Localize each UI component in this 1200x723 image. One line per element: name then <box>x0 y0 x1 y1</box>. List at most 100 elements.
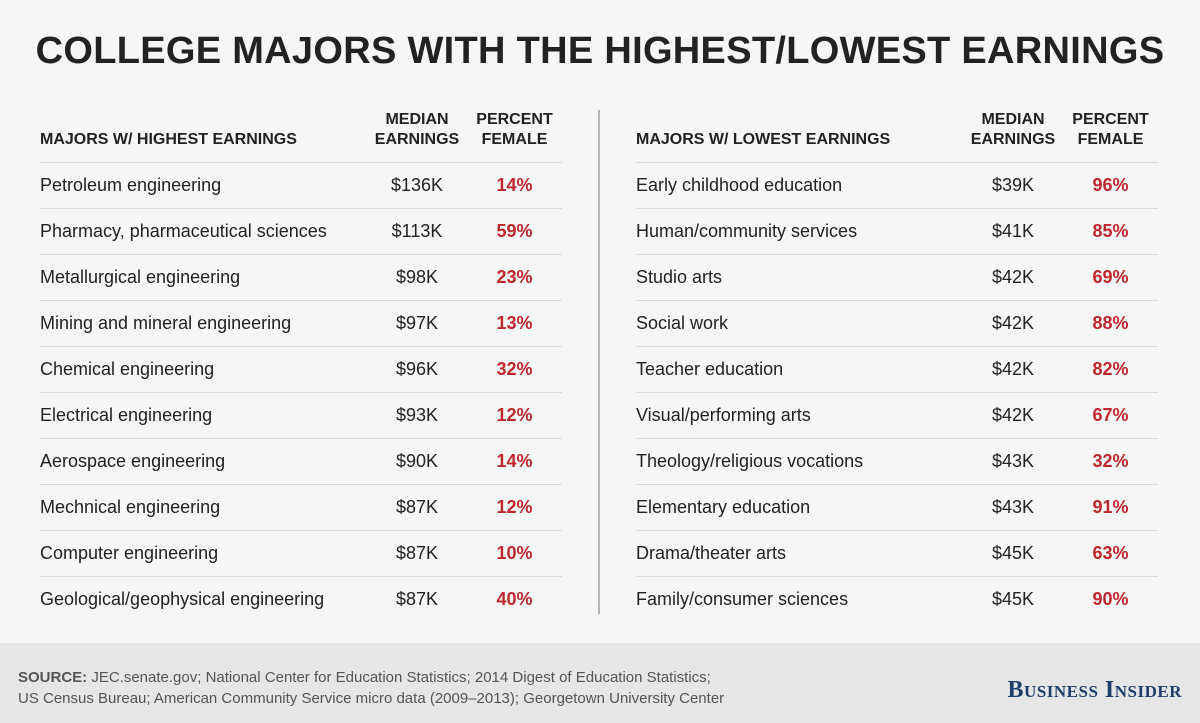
major-cell: Social work <box>636 300 963 347</box>
source-line-2: US Census Bureau; American Community Ser… <box>18 690 725 707</box>
percent-female-cell: 90% <box>1092 588 1129 609</box>
highest-earnings-rows: Petroleum engineering $136K 14% Pharmacy, p… <box>40 162 562 622</box>
earnings-cell: $87K <box>395 588 439 609</box>
percent-female-cell: 91% <box>1063 484 1158 531</box>
column-divider <box>598 110 600 614</box>
lowest-earnings-table: MAJORS W/ LOWEST EARNINGS MEDIAN EARNING… <box>636 108 1158 622</box>
major-cell: Elementary education <box>636 484 963 531</box>
major-cell: Teacher education <box>636 346 963 393</box>
column-header-percent-female: PERCENT FEMALE <box>1063 108 1158 163</box>
percent-female-cell: 67% <box>1063 392 1158 439</box>
column-header-earnings-line1: MEDIAN <box>385 110 449 128</box>
table-row: Family/consumer sciences $45K 90% <box>636 576 1158 622</box>
earnings-cell: $113K <box>367 208 467 255</box>
percent-female-cell: 23% <box>467 254 562 301</box>
major-cell: Visual/performing arts <box>636 392 963 439</box>
table-row: Pharmacy, pharmaceutical sciences $113K 59… <box>40 208 562 255</box>
percent-female-cell: 14% <box>467 162 562 209</box>
earnings-cell: $42K <box>963 346 1063 393</box>
major-cell: Family/consumer sciences <box>636 588 849 609</box>
table-row: Mechnical engineering $87K 12% <box>40 484 562 531</box>
earnings-cell: $90K <box>367 438 467 485</box>
major-cell: Electrical engineering <box>40 392 367 439</box>
business-insider-logo: Business Insider <box>1007 677 1182 703</box>
earnings-cell: $45K <box>991 588 1035 609</box>
column-header-percent-line2: FEMALE <box>1077 130 1144 148</box>
earnings-cell: $45K <box>963 530 1063 577</box>
table-row: Electrical engineering $93K 12% <box>40 392 562 439</box>
major-cell: Mining and mineral engineering <box>40 300 367 347</box>
table-row: Aerospace engineering $90K 14% <box>40 438 562 485</box>
page-title: COLLEGE MAJORS WITH THE HIGHEST/LOWEST E… <box>35 30 1165 72</box>
major-cell: Aerospace engineering <box>40 438 367 485</box>
table-row: Human/community services $41K 85% <box>636 208 1158 255</box>
earnings-cell: $43K <box>963 484 1063 531</box>
earnings-cell: $42K <box>963 300 1063 347</box>
table-row: Geological/geophysical engineering $87K 40… <box>40 576 562 622</box>
earnings-cell: $41K <box>963 208 1063 255</box>
table-row: Computer engineering $87K 10% <box>40 530 562 577</box>
column-header-percent-line1: PERCENT <box>1072 110 1149 128</box>
major-cell: Human/community services <box>636 208 963 255</box>
percent-female-cell: 88% <box>1063 300 1158 347</box>
table-row: Mining and mineral engineering $97K 13% <box>40 300 562 347</box>
column-header-earnings: MEDIAN EARNINGS <box>367 108 467 163</box>
column-header-earnings-line1: MEDIAN <box>981 110 1045 128</box>
percent-female-cell: 63% <box>1063 530 1158 577</box>
source-note: SOURCE: JEC.senate.gov; National Center … <box>18 667 724 709</box>
earnings-cell: $42K <box>963 254 1063 301</box>
source-line-1: JEC.senate.gov; National Center for Educ… <box>87 669 711 686</box>
percent-female-cell: 32% <box>1063 438 1158 485</box>
table-row: Visual/performing arts $42K 67% <box>636 392 1158 439</box>
major-cell: Theology/religious vocations <box>636 438 963 485</box>
percent-female-cell: 12% <box>467 484 562 531</box>
table-row: Studio arts $42K 69% <box>636 254 1158 301</box>
major-cell: Computer engineering <box>40 530 367 577</box>
earnings-cell: $87K <box>367 484 467 531</box>
table-row: Teacher education $42K 82% <box>636 346 1158 393</box>
lowest-earnings-rows: Early childhood education $39K 96% Human/co… <box>636 162 1158 622</box>
percent-female-cell: 10% <box>467 530 562 577</box>
table-row: Drama/theater arts $45K 63% <box>636 530 1158 577</box>
major-cell: Geological/geophysical engineering <box>40 588 325 609</box>
table-row: Theology/religious vocations $43K 32% <box>636 438 1158 485</box>
percent-female-cell: 96% <box>1063 162 1158 209</box>
major-cell: Chemical engineering <box>40 346 367 393</box>
highest-earnings-table: MAJORS W/ HIGHEST EARNINGS MEDIAN EARNIN… <box>40 108 562 622</box>
percent-female-cell: 13% <box>467 300 562 347</box>
column-header-major: MAJORS W/ HIGHEST EARNINGS <box>40 108 367 163</box>
major-cell: Studio arts <box>636 254 963 301</box>
percent-female-cell: 40% <box>496 588 533 609</box>
percent-female-cell: 85% <box>1063 208 1158 255</box>
table-row: Social work $42K 88% <box>636 300 1158 347</box>
earnings-cell: $96K <box>367 346 467 393</box>
percent-female-cell: 12% <box>467 392 562 439</box>
table-row: Early childhood education $39K 96% <box>636 162 1158 209</box>
table-row: Metallurgical engineering $98K 23% <box>40 254 562 301</box>
percent-female-cell: 32% <box>467 346 562 393</box>
major-cell: Metallurgical engineering <box>40 254 367 301</box>
table-row: Chemical engineering $96K 32% <box>40 346 562 393</box>
column-header-percent-female: PERCENT FEMALE <box>467 108 562 163</box>
earnings-cell: $98K <box>367 254 467 301</box>
percent-female-cell: 69% <box>1063 254 1158 301</box>
column-header-earnings: MEDIAN EARNINGS <box>963 108 1063 163</box>
column-header-earnings-line2: EARNINGS <box>374 130 460 148</box>
table-row: Elementary education $43K 91% <box>636 484 1158 531</box>
earnings-cell: $93K <box>367 392 467 439</box>
percent-female-cell: 82% <box>1063 346 1158 393</box>
earnings-cell: $42K <box>963 392 1063 439</box>
earnings-cell: $136K <box>367 162 467 209</box>
major-cell: Mechnical engineering <box>40 484 367 531</box>
footer: SOURCE: JEC.senate.gov; National Center … <box>0 643 1200 723</box>
percent-female-cell: 59% <box>467 208 562 255</box>
source-label: SOURCE: <box>18 669 88 686</box>
major-cell: Drama/theater arts <box>636 530 963 577</box>
earnings-cell: $97K <box>367 300 467 347</box>
column-header-percent-line2: FEMALE <box>481 130 548 148</box>
major-cell: Early childhood education <box>636 162 963 209</box>
column-header-major: MAJORS W/ LOWEST EARNINGS <box>636 108 963 163</box>
earnings-cell: $43K <box>963 438 1063 485</box>
table-row: Petroleum engineering $136K 14% <box>40 162 562 209</box>
column-header-earnings-line2: EARNINGS <box>970 130 1056 148</box>
